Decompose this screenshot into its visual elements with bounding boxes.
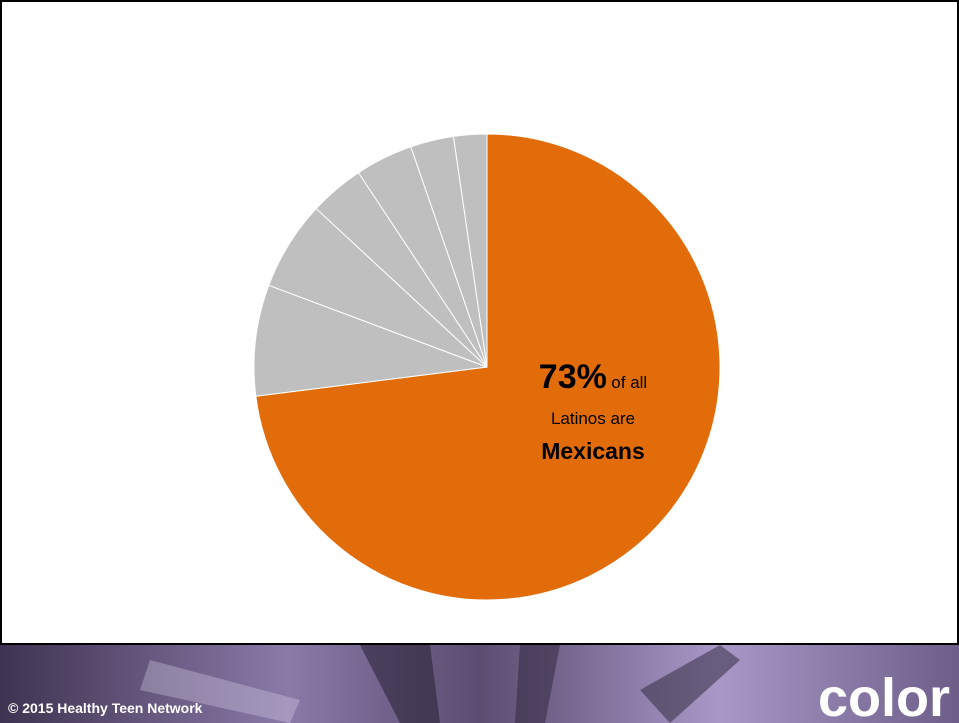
copyright: © 2015 Healthy Teen Network: [8, 700, 203, 716]
annotation-text: of all: [611, 373, 647, 392]
footer: © 2015 Healthy Teen Network color: [0, 645, 959, 723]
pie-chart: [253, 133, 721, 601]
pie-slice: [255, 133, 721, 601]
pie-slice: [253, 284, 488, 397]
annotation-line-1: 73% of all: [539, 358, 647, 396]
annotation-text: Latinos are: [551, 409, 635, 428]
footer-decoration: [360, 645, 440, 723]
footer-decoration: [140, 660, 300, 723]
footer-decoration: [640, 645, 740, 723]
footer-band: [0, 645, 959, 723]
value-label: 73%: [539, 358, 607, 396]
pie-slice: [452, 133, 488, 368]
footer-decoration: [515, 645, 560, 723]
annotation-text: Mexicans: [541, 438, 645, 464]
footer-label: color: [818, 668, 950, 723]
